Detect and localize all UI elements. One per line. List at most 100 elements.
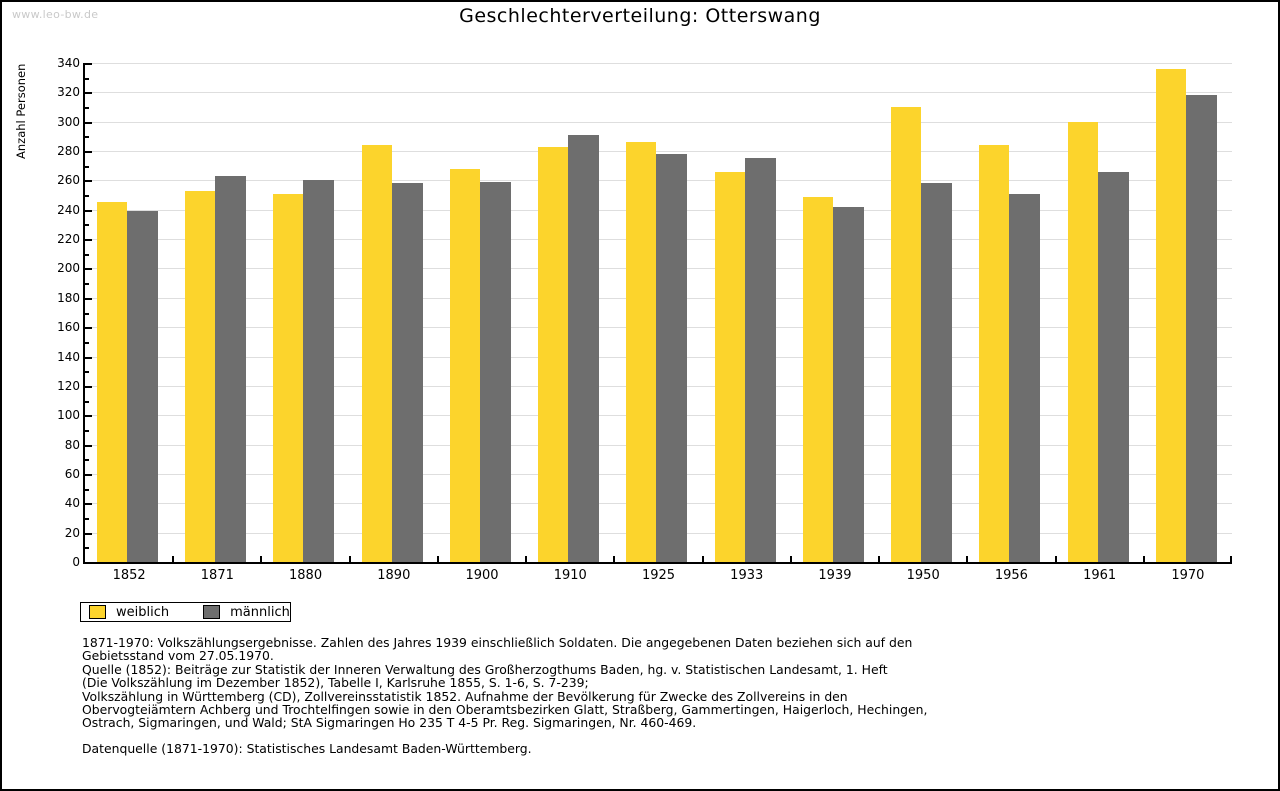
x-axis-tick <box>966 556 969 562</box>
y-minor-tick <box>85 253 89 256</box>
bar-männlich-1871 <box>215 176 247 562</box>
y-axis-label-240: 240 <box>57 202 80 217</box>
x-axis-label-1925: 1925 <box>641 568 676 583</box>
x-axis-label-1939: 1939 <box>818 568 852 583</box>
y-minor-tick <box>85 283 89 286</box>
legend-label-weiblich: weiblich <box>116 604 170 620</box>
y-minor-tick <box>85 459 89 462</box>
legend-swatch-maennlich <box>203 605 221 619</box>
y-major-tick <box>85 327 92 330</box>
y-major-tick <box>85 151 92 154</box>
y-minor-tick <box>85 224 89 227</box>
bar-weiblich-1950 <box>891 107 922 562</box>
footnote-line: Quelle (1852): Beiträge zur Statistik de… <box>82 661 888 677</box>
y-major-tick <box>85 297 92 300</box>
footnote-line: Volkszählung in Württemberg (CD), Zollve… <box>82 688 848 704</box>
bar-weiblich-1933 <box>714 171 745 562</box>
legend-swatch-weiblich <box>89 605 106 619</box>
y-major-tick <box>85 239 92 242</box>
x-axis-label-1852: 1852 <box>112 568 146 583</box>
bar-männlich-1852 <box>127 211 158 562</box>
y-axis-label-40: 40 <box>64 496 80 511</box>
y-major-tick <box>85 503 92 506</box>
y-minor-tick <box>85 165 89 168</box>
y-minor-tick <box>85 429 89 432</box>
x-axis-label-1890: 1890 <box>377 568 411 583</box>
bar-weiblich-1970 <box>1155 68 1186 562</box>
bar-weiblich-1852 <box>97 202 127 562</box>
bar-weiblich-1900 <box>449 168 480 562</box>
x-axis-tick <box>613 556 616 562</box>
y-major-tick <box>85 356 92 359</box>
x-axis-tick <box>172 556 175 562</box>
bar-weiblich-1961 <box>1067 121 1098 562</box>
x-axis-label-1950: 1950 <box>906 568 940 583</box>
y-major-tick <box>85 63 92 65</box>
x-axis-tick <box>1142 556 1145 562</box>
bar-männlich-1900 <box>479 181 511 562</box>
bar-weiblich-1939 <box>802 196 833 562</box>
x-axis-label-1956: 1956 <box>994 568 1028 583</box>
y-major-tick <box>85 473 92 476</box>
page-title: Geschlechterverteilung: Otterswang <box>459 5 821 27</box>
y-major-tick <box>85 121 92 124</box>
y-axis-label-80: 80 <box>64 437 80 452</box>
datasource-line: Datenquelle (1871-1970): Statistisches L… <box>82 740 532 756</box>
gridline-320 <box>85 92 1232 94</box>
bar-weiblich-1890 <box>361 145 392 562</box>
bar-männlich-1910 <box>568 134 600 562</box>
bar-männlich-1961 <box>1097 171 1129 562</box>
y-axis-label-260: 260 <box>57 173 80 188</box>
bar-weiblich-1871 <box>185 190 216 562</box>
y-axis-label-140: 140 <box>57 349 80 364</box>
y-minor-tick <box>85 195 89 198</box>
y-major-tick <box>85 444 92 447</box>
footnote-line: Ostrach, Sigmaringen, und Wald; StA Sigm… <box>82 715 697 731</box>
y-minor-tick <box>85 547 89 550</box>
legend: weiblich männlich <box>80 602 291 622</box>
x-axis-label-1961: 1961 <box>1083 568 1117 583</box>
watermark: www.leo-bw.de <box>12 8 99 21</box>
x-axis-label-1900: 1900 <box>465 568 499 583</box>
y-minor-tick <box>85 341 89 344</box>
bar-männlich-1939 <box>832 206 864 562</box>
y-axis-label-100: 100 <box>57 408 80 423</box>
footnote-line: Obervogteiämtern Achberg und Trochtelfin… <box>82 702 928 718</box>
y-major-tick <box>85 268 92 271</box>
x-axis-tick <box>701 556 704 562</box>
bar-männlich-1890 <box>391 183 423 562</box>
bar-männlich-1925 <box>656 154 688 562</box>
y-minor-tick <box>85 517 89 520</box>
y-major-tick <box>85 532 92 535</box>
bar-männlich-1970 <box>1185 95 1217 562</box>
x-axis-tick <box>878 556 881 562</box>
y-axis-label-200: 200 <box>57 261 80 276</box>
bar-weiblich-1925 <box>626 142 657 562</box>
y-minor-tick <box>85 77 89 80</box>
y-minor-tick <box>85 107 89 110</box>
y-minor-tick <box>85 312 89 315</box>
footnote-line: 1871-1970: Volkszählungsergebnisse. Zahl… <box>82 635 913 650</box>
plot-area <box>83 63 1232 564</box>
y-major-tick <box>85 385 92 388</box>
y-minor-tick <box>85 488 89 491</box>
bar-weiblich-1910 <box>538 146 569 562</box>
x-axis-tick <box>789 556 792 562</box>
y-minor-tick <box>85 400 89 403</box>
y-major-tick <box>85 180 92 183</box>
y-axis-label-220: 220 <box>57 232 80 247</box>
x-axis-tick <box>260 556 263 562</box>
y-axis-title: Anzahl Personen <box>14 63 28 159</box>
bar-männlich-1933 <box>744 158 776 562</box>
bar-männlich-1880 <box>303 180 335 562</box>
y-axis-label-300: 300 <box>57 114 80 129</box>
x-axis-label-1970: 1970 <box>1171 568 1205 583</box>
y-axis-label-0: 0 <box>72 555 80 569</box>
x-axis-tick <box>1230 556 1232 562</box>
y-axis-label-320: 320 <box>57 85 80 100</box>
bar-männlich-1950 <box>921 183 953 562</box>
gridline-280 <box>85 151 1232 153</box>
x-axis-tick <box>348 556 351 562</box>
bar-weiblich-1880 <box>273 193 304 562</box>
